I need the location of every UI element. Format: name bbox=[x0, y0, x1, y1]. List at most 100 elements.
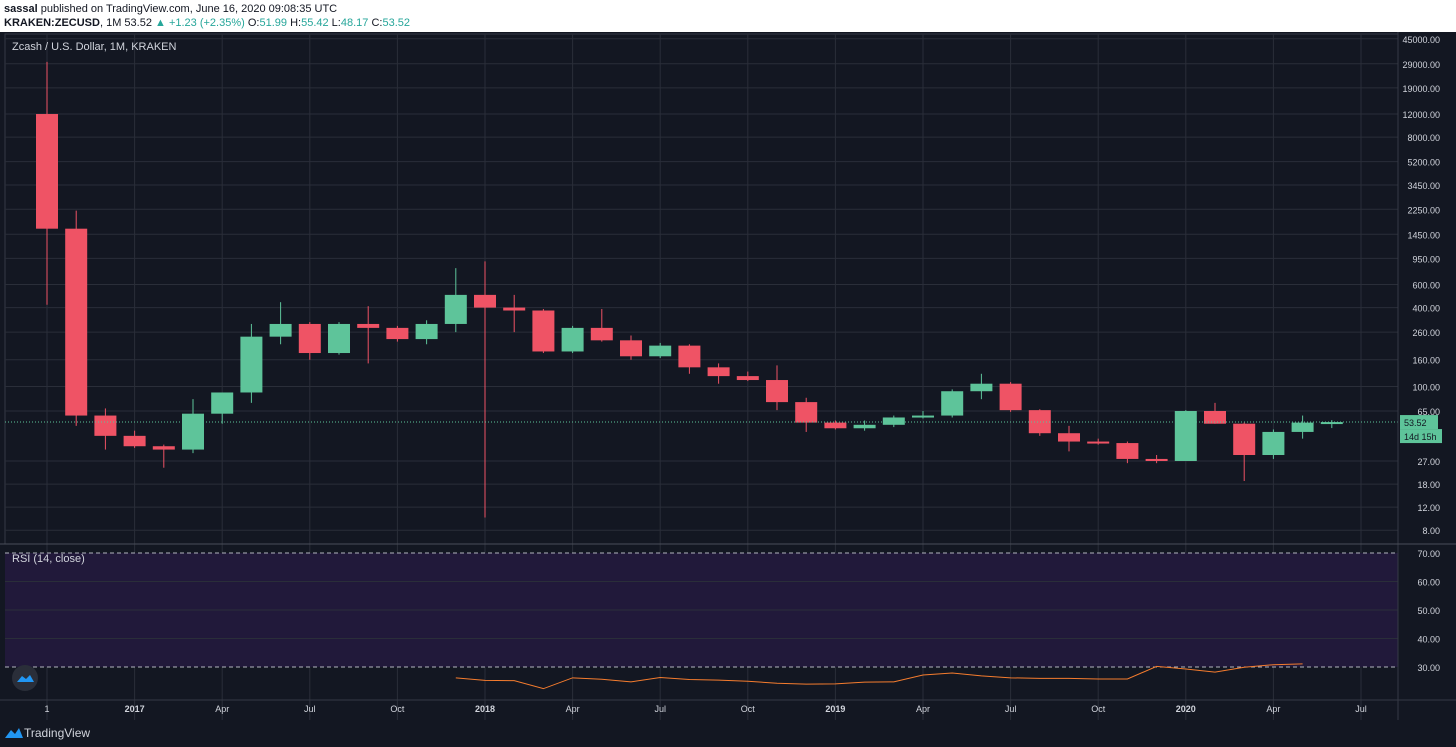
candle-body bbox=[882, 417, 905, 425]
countdown-tag bbox=[1400, 429, 1442, 444]
price-tick-label: 8.00 bbox=[1422, 526, 1440, 536]
time-tick-label: Oct bbox=[1091, 704, 1106, 714]
chart-canvas[interactable]: 45000.00 29000.00 19000.00 12000.00 8000.00 5… bbox=[0, 32, 1456, 720]
candle-body bbox=[999, 383, 1022, 411]
price-tick-label: 65.00 bbox=[1417, 407, 1440, 417]
candle-body bbox=[444, 294, 467, 324]
rsi-tick-label: 70.00 bbox=[1417, 549, 1440, 559]
countdown-tag-label: 14d 15h bbox=[1404, 432, 1437, 442]
time-tick-label: 2020 bbox=[1176, 704, 1196, 714]
time-tick-label: Apr bbox=[1266, 704, 1280, 714]
candle-body bbox=[123, 435, 146, 447]
candle-body bbox=[1233, 423, 1256, 456]
price-tick-label: 100.00 bbox=[1412, 382, 1440, 392]
candle-body bbox=[649, 345, 672, 357]
candle-body bbox=[561, 327, 584, 352]
price-tick-label: 600.00 bbox=[1412, 281, 1440, 291]
interval-label: 1M bbox=[106, 17, 122, 29]
publish-header: sassal published on TradingView.com, Jun… bbox=[0, 0, 1456, 32]
rsi-tick-label: 30.00 bbox=[1417, 663, 1440, 673]
close-label: C: bbox=[371, 17, 383, 29]
time-tick-label: 2018 bbox=[475, 704, 495, 714]
candle-body bbox=[1174, 411, 1197, 461]
candle-body bbox=[620, 340, 642, 357]
candle-body bbox=[678, 345, 701, 368]
candle-body bbox=[1320, 422, 1343, 425]
footer: TradingView bbox=[0, 720, 1456, 747]
candle-body bbox=[474, 294, 496, 308]
price-tick-label: 160.00 bbox=[1412, 356, 1440, 366]
candle-body bbox=[298, 323, 321, 354]
time-tick-label: Apr bbox=[566, 704, 580, 714]
low-value: 48.17 bbox=[340, 17, 369, 29]
time-tick-label: 2017 bbox=[125, 704, 145, 714]
time-tick-label: Apr bbox=[215, 704, 229, 714]
high-label: H: bbox=[290, 17, 302, 29]
close-value: 53.52 bbox=[382, 17, 410, 29]
candle-body bbox=[65, 228, 88, 416]
candle-body bbox=[1058, 433, 1080, 442]
footer-brand[interactable]: TradingView bbox=[24, 726, 91, 740]
time-tick-label: Jul bbox=[1005, 704, 1017, 714]
candle-body bbox=[941, 391, 964, 416]
rsi-tick-label: 40.00 bbox=[1417, 635, 1440, 645]
price-tick-label: 5200.00 bbox=[1407, 158, 1440, 168]
candle-body bbox=[853, 424, 876, 429]
rsi-tick-label: 50.00 bbox=[1417, 606, 1440, 616]
time-tick-label: Jul bbox=[1355, 704, 1367, 714]
price-tick-label: 400.00 bbox=[1412, 304, 1440, 314]
candle-body bbox=[970, 383, 993, 392]
time-tick-label: Oct bbox=[741, 704, 756, 714]
time-tick-label: 1 bbox=[44, 704, 49, 714]
price-tick-label: 1450.00 bbox=[1407, 230, 1440, 240]
price-tick-label: 12000.00 bbox=[1402, 110, 1440, 120]
tradingview-badge[interactable] bbox=[12, 665, 38, 691]
rsi-title: RSI (14, close) bbox=[12, 553, 85, 565]
candle-body bbox=[269, 323, 292, 337]
price-tick-label: 27.00 bbox=[1417, 457, 1440, 467]
candle-body bbox=[590, 327, 613, 341]
price-pane-frame bbox=[4, 33, 1399, 545]
candle-body bbox=[1262, 431, 1285, 456]
tradingview-badge-icon bbox=[17, 675, 34, 682]
time-tick-label: Apr bbox=[916, 704, 930, 714]
price-tick-label: 45000.00 bbox=[1402, 35, 1440, 45]
price-tick-label: 29000.00 bbox=[1402, 60, 1440, 70]
high-value: 55.42 bbox=[301, 17, 329, 29]
price-tick-label: 12.00 bbox=[1417, 503, 1440, 513]
candle-body bbox=[1145, 458, 1168, 461]
price-tick-label: 8000.00 bbox=[1407, 133, 1440, 143]
candle-body bbox=[795, 402, 818, 423]
candle-body bbox=[1087, 441, 1110, 444]
rsi-band bbox=[5, 552, 1398, 668]
rsi-line bbox=[455, 663, 1303, 690]
low-label: L: bbox=[331, 17, 341, 29]
candle-body bbox=[357, 323, 380, 328]
rsi-line-group bbox=[455, 663, 1303, 690]
candles-group bbox=[5, 61, 1398, 518]
candle-body bbox=[211, 392, 234, 414]
open-label: O: bbox=[247, 17, 260, 29]
time-tick-label: Jul bbox=[304, 704, 316, 714]
price-tick-label: 260.00 bbox=[1412, 328, 1440, 338]
candle-body bbox=[1028, 410, 1051, 434]
price-tick-label: 2250.00 bbox=[1407, 205, 1440, 215]
candle-body bbox=[912, 415, 934, 418]
publisher-name[interactable]: sassal bbox=[4, 3, 38, 15]
candle-body bbox=[1204, 411, 1226, 424]
candle-body bbox=[36, 114, 58, 229]
axes-group: 45000.00 29000.00 19000.00 12000.00 8000.00 5… bbox=[0, 32, 1456, 720]
candle-body bbox=[240, 336, 263, 393]
symbol-name: KRAKEN:ZECUSD bbox=[4, 17, 100, 29]
price-change: ▲ +1.23 (+2.35%) bbox=[155, 17, 245, 29]
publisher-line: sassal published on TradingView.com, Jun… bbox=[4, 3, 337, 15]
candle-body bbox=[1291, 422, 1314, 432]
last-price-tag bbox=[1400, 415, 1438, 430]
candle-body bbox=[328, 323, 350, 354]
price-tick-label: 19000.00 bbox=[1402, 84, 1440, 94]
candle-body bbox=[415, 323, 438, 340]
candle-body bbox=[1116, 443, 1139, 459]
candle-body bbox=[824, 422, 847, 429]
candle-body bbox=[532, 310, 555, 352]
price-grid bbox=[4, 33, 1399, 720]
